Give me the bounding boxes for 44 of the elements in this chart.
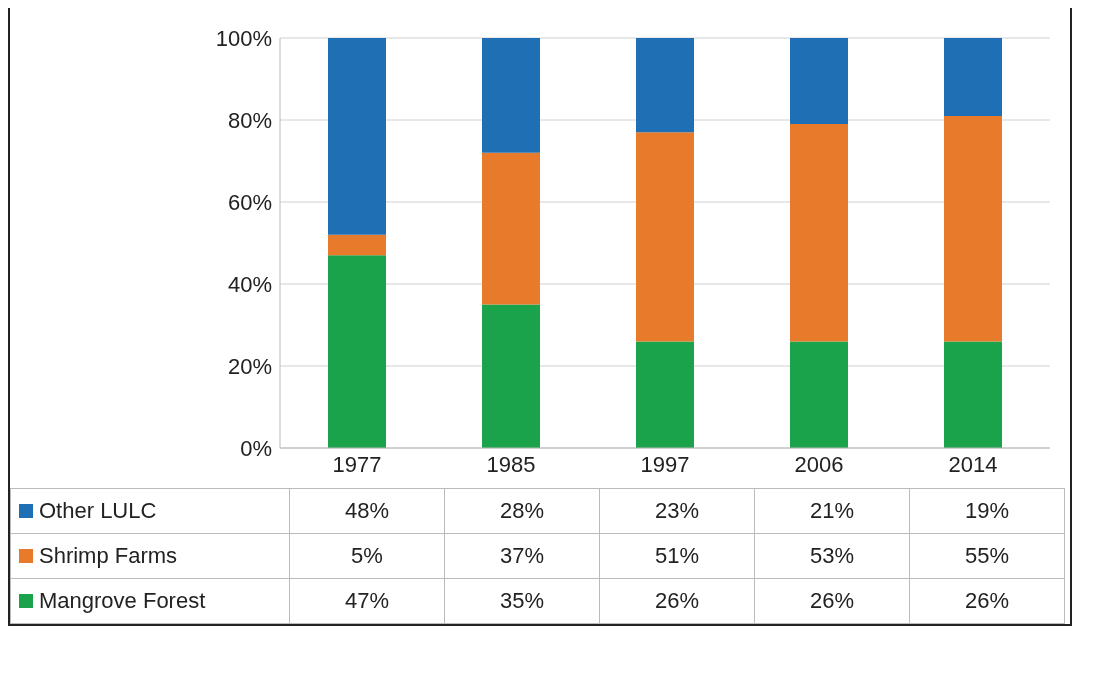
bar xyxy=(328,255,386,448)
data-label: 37% xyxy=(444,533,600,579)
bar xyxy=(790,38,848,125)
data-label: 55% xyxy=(909,533,1065,579)
y-tick-label: 100% xyxy=(215,25,272,51)
y-tick-label: 80% xyxy=(227,107,272,133)
y-tick-label: 0% xyxy=(240,435,272,461)
y-tick-label: 60% xyxy=(227,189,272,215)
legend-label: Shrimp Farms xyxy=(10,533,290,579)
y-tick-label: 20% xyxy=(227,353,272,379)
x-tick-label: 2014 xyxy=(948,451,998,477)
bar xyxy=(636,38,694,133)
bar xyxy=(482,38,540,153)
data-label: 51% xyxy=(599,533,755,579)
data-label: 28% xyxy=(444,488,600,534)
data-label: 23% xyxy=(599,488,755,534)
bar xyxy=(944,38,1002,116)
bar xyxy=(944,115,1002,342)
bar xyxy=(944,341,1002,448)
legend-label: Other LULC xyxy=(10,488,290,534)
bar xyxy=(790,124,848,342)
data-label: 47% xyxy=(289,578,445,624)
x-tick-label: 1997 xyxy=(640,451,690,477)
data-label: 53% xyxy=(754,533,910,579)
bar xyxy=(482,152,540,305)
bar xyxy=(328,234,386,256)
data-label: 21% xyxy=(754,488,910,534)
x-tick-label: 1977 xyxy=(332,451,382,477)
data-label: 26% xyxy=(599,578,755,624)
bar xyxy=(636,132,694,342)
bar xyxy=(328,38,386,235)
bar xyxy=(482,304,540,448)
x-tick-label: 1985 xyxy=(486,451,536,477)
legend-label: Mangrove Forest xyxy=(10,578,290,624)
x-tick-label: 2006 xyxy=(794,451,844,477)
data-label: 26% xyxy=(909,578,1065,624)
data-label: 26% xyxy=(754,578,910,624)
data-label: 5% xyxy=(289,533,445,579)
data-label: 35% xyxy=(444,578,600,624)
y-tick-label: 40% xyxy=(227,271,272,297)
bar xyxy=(790,341,848,448)
data-label: 19% xyxy=(909,488,1065,534)
bar xyxy=(636,341,694,448)
data-label: 48% xyxy=(289,488,445,534)
